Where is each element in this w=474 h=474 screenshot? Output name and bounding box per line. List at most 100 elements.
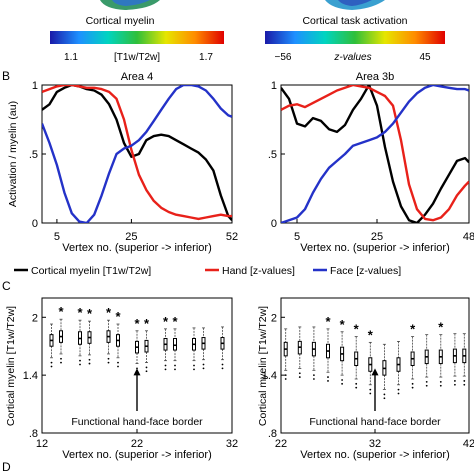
brain-surface-myelin-image: [100, 0, 160, 10]
colorbar-task-max: 45: [419, 52, 431, 63]
box-outlier: [221, 367, 224, 370]
colorbar-myelin-title: Cortical myelin: [86, 15, 155, 27]
box-outlier: [439, 384, 442, 387]
significance-star: *: [340, 317, 346, 332]
x-axis-label: Vertex no. (superior -> inferior): [62, 449, 211, 461]
box-outlier: [411, 386, 414, 389]
x-tick-label: 32: [369, 438, 381, 450]
chart-title: Area 4: [121, 71, 153, 83]
brain-surface-task-image: [325, 0, 385, 10]
x-axis-label: Vertex no. (superior -> inferior): [300, 242, 449, 254]
significance-star: *: [87, 306, 93, 321]
x-axis-label: Vertex no. (superior -> inferior): [300, 449, 449, 461]
y-tick-label: .8: [268, 428, 277, 440]
chart-1: Area 4 5 25 52 0 .5 1 Vertex no. (superior -> i…: [7, 71, 238, 254]
x-tick-label: 25: [125, 231, 137, 243]
y-axis-label: Activation / myelin (au): [7, 101, 19, 207]
legend-label-face: Face [z-values]: [330, 265, 401, 277]
box-outlier: [117, 365, 119, 368]
box-outlier: [117, 361, 119, 364]
box-outlier: [313, 374, 315, 377]
box-outlier: [383, 393, 386, 396]
colorbar-myelin-min: 1.1: [64, 52, 78, 63]
box-outlier: [174, 368, 176, 371]
legend-label-myelin: Cortical myelin [T1w/T2w]: [31, 265, 151, 277]
x-tick-label: 48: [463, 231, 474, 243]
box-outlier: [327, 376, 329, 378]
x-axis-label: Vertex no. (superior -> inferior): [62, 242, 211, 254]
box-body: [173, 338, 177, 351]
box-outlier: [454, 383, 456, 386]
chart-3: 12 22 32 .8 1.4 2 Vertex no. (superior -> infe…: [5, 297, 238, 461]
colorbar-myelin-unit: [T1w/T2w]: [114, 52, 160, 63]
x-tick-label: 12: [36, 438, 48, 450]
box-outlier: [221, 363, 224, 366]
y-tick-label: 0: [271, 218, 277, 230]
y-tick-label: 0: [32, 218, 38, 230]
significance-star: *: [368, 327, 374, 342]
significance-star: *: [134, 316, 140, 331]
box-outlier: [454, 380, 456, 382]
panel-label-d: D: [2, 460, 11, 474]
box-outlier: [284, 374, 287, 377]
box-outlier: [193, 368, 195, 371]
box-outlier: [60, 361, 62, 364]
colorbar-task-title: Cortical task activation: [302, 15, 407, 27]
significance-star: *: [163, 314, 169, 329]
y-tick-label: 1: [271, 80, 277, 92]
series-line-hand: [281, 85, 469, 222]
panel-label-b: B: [2, 69, 10, 83]
box-outlier: [397, 388, 400, 391]
x-tick-label: 5: [54, 231, 60, 243]
significance-star: *: [58, 304, 64, 319]
box-outlier: [202, 367, 205, 370]
box-outlier: [107, 361, 110, 364]
series-line-face: [281, 85, 469, 223]
colorbar-myelin: Cortical myelin 1.1 [T1w/T2w] 1.7: [50, 15, 224, 63]
box-outlier: [439, 380, 442, 383]
series-line-hand: [42, 85, 232, 221]
box-outlier: [164, 364, 167, 367]
box-outlier: [145, 370, 148, 373]
box-outlier: [313, 378, 315, 380]
box-outlier: [88, 358, 91, 361]
panel-label-c: C: [2, 279, 11, 293]
box-outlier: [355, 386, 358, 389]
box-outlier: [397, 392, 400, 395]
y-tick-label: 2: [271, 312, 277, 324]
significance-star: *: [438, 320, 444, 335]
box-outlier: [193, 364, 195, 367]
box-outlier: [425, 384, 428, 387]
box-outlier: [327, 380, 329, 382]
colorbar-task-min: −56: [275, 52, 292, 63]
colorbar-task: Cortical task activation −56 z-values 45: [265, 15, 445, 63]
x-tick-label: 32: [226, 438, 238, 450]
series-line-myelin: [42, 85, 232, 222]
box-outlier: [341, 382, 343, 385]
legend: Cortical myelin [T1w/T2w] Hand [z-values…: [14, 265, 401, 277]
border-arrow-head: [133, 368, 141, 376]
box-outlier: [88, 362, 91, 365]
significance-star: *: [115, 309, 121, 324]
colorbar-myelin-gradient: [50, 31, 224, 44]
box-outlier: [298, 372, 301, 375]
box-outlier: [341, 379, 343, 381]
significance-star: *: [325, 314, 331, 329]
box-outlier: [50, 361, 53, 364]
y-tick-label: .5: [29, 149, 38, 161]
border-annotation: Functional hand-face border: [71, 416, 203, 428]
chart-4: 22 32 42 .8 1.4 2 Vertex no. (superior -> infe…: [257, 297, 474, 461]
box-outlier: [369, 392, 372, 395]
box-outlier: [79, 359, 81, 362]
significance-star: *: [106, 305, 112, 320]
x-tick-label: 25: [371, 231, 383, 243]
significance-star: *: [354, 322, 360, 337]
border-arrow-head: [371, 368, 379, 376]
box-outlier: [202, 363, 205, 366]
y-tick-label: 1.4: [262, 370, 277, 382]
box-outlier: [164, 368, 167, 371]
chart-2: Area 3b 5 25 48 0 .5 1 Vertex no. (superior -> …: [268, 71, 474, 254]
y-tick-label: .5: [268, 149, 277, 161]
